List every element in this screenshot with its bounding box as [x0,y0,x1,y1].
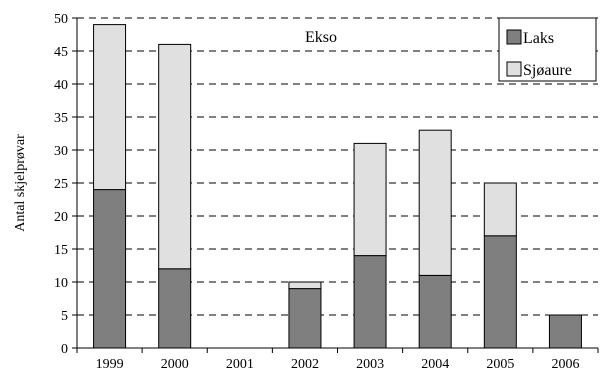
bar-sj-aure-2002 [288,281,322,290]
y-axis-label: Antal skjelprøvar [13,134,28,232]
y-tick-label: 45 [54,45,68,60]
bar-sj-aure-1999 [93,24,127,191]
x-tick-label: 1999 [96,357,124,371]
chart-title: Ekso [305,29,337,46]
y-tick-label: 15 [54,243,68,258]
legend-swatch [506,29,522,45]
x-tick-label: 2002 [291,357,319,371]
legend-swatch [506,61,522,77]
bar-laks-2004 [418,274,452,349]
bar-laks-2000 [158,268,192,349]
legend: Laks Sjøaure [498,17,597,82]
bar-laks-2006 [548,314,582,349]
bars [93,24,582,349]
bar-laks-2002 [288,288,322,349]
bar-sj-aure-2000 [158,43,192,270]
bar-laks-2005 [483,235,517,349]
x-tick-label: 2000 [161,357,189,371]
x-tick-label: 2001 [226,357,254,371]
y-tick-label: 0 [61,342,68,357]
y-tick-label: 10 [54,276,68,291]
y-tick-label: 40 [54,78,68,93]
x-tick-label: 2003 [356,357,384,371]
bar-sj-aure-2004 [418,129,452,276]
y-tick-label: 20 [54,210,68,225]
bar-sj-aure-2003 [353,142,387,257]
x-tick-label: 2006 [551,357,579,371]
y-tick-label: 5 [61,309,68,324]
y-tick-label: 25 [54,177,68,192]
legend-label: Sjøaure [523,62,572,79]
bar-laks-1999 [93,189,127,349]
x-ticks: 1999 2000 2001 2002 2003 2004 2005 2006 [76,348,599,372]
y-ticks: 0 5 10 15 20 25 30 35 40 45 50 [54,12,77,357]
x-tick-label: 2004 [421,357,449,371]
y-tick-label: 35 [54,111,68,126]
y-tick-label: 30 [54,144,68,159]
y-tick-label: 50 [54,12,68,27]
bar-laks-2003 [353,255,387,349]
legend-label: Laks [523,30,554,47]
legend-items: Laks Sjøaure [506,29,572,79]
bar-sj-aure-2005 [483,182,517,237]
x-tick-label: 2005 [486,357,514,371]
